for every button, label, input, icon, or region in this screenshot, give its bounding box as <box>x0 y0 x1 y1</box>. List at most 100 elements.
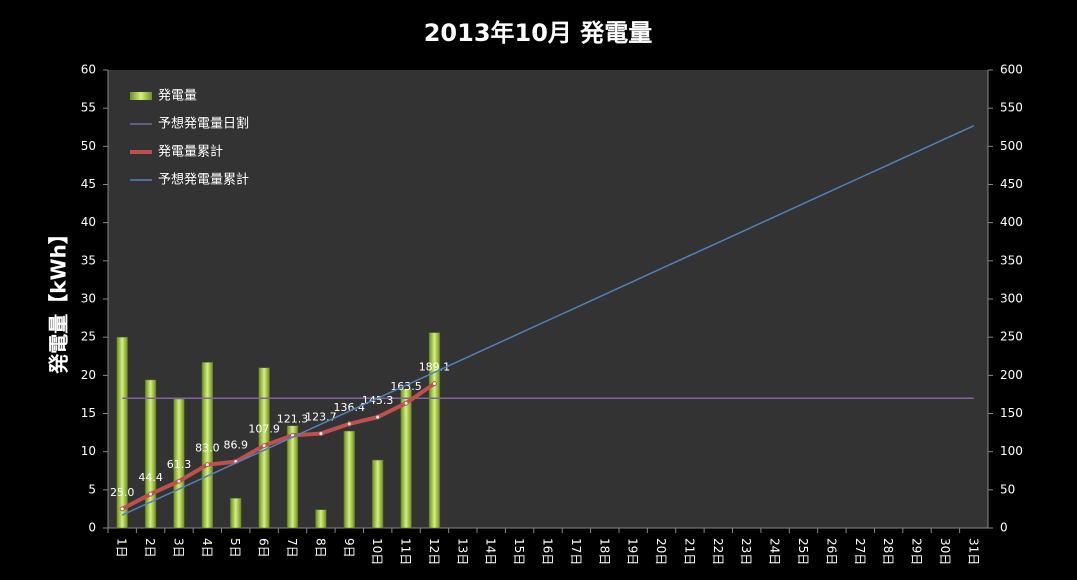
y2-tick-label: 600 <box>1000 63 1023 77</box>
x-tick-label: 6日 <box>257 538 271 558</box>
x-tick-label: 4日 <box>200 538 214 558</box>
y2-tick-label: 450 <box>1000 177 1023 191</box>
y-tick-label: 35 <box>81 253 96 267</box>
data-label: 163.5 <box>390 380 422 393</box>
y-tick-label: 45 <box>81 177 96 191</box>
point-marker <box>431 381 437 387</box>
point-marker <box>119 506 125 512</box>
point-marker <box>375 414 381 420</box>
x-tick-label: 16日 <box>541 538 555 565</box>
x-tick-label: 17日 <box>569 538 583 565</box>
point-marker <box>148 491 154 497</box>
x-tick-label: 20日 <box>654 538 668 565</box>
data-label: 123.7 <box>305 411 337 424</box>
chart-title: 2013年10月 発電量 <box>424 19 653 47</box>
x-tick-label: 11日 <box>399 538 413 565</box>
x-tick-label: 1日 <box>115 538 129 558</box>
x-tick-label: 24日 <box>768 538 782 565</box>
point-marker <box>318 431 324 437</box>
bar <box>315 509 327 529</box>
data-label: 145.3 <box>362 394 394 407</box>
y-tick-label: 0 <box>88 521 96 535</box>
data-label: 86.9 <box>223 439 248 452</box>
bar <box>286 425 299 529</box>
y-tick-label: 60 <box>81 63 96 77</box>
point-marker <box>346 421 352 427</box>
y2-tick-label: 400 <box>1000 215 1023 229</box>
bar <box>144 379 157 529</box>
y2-tick-label: 300 <box>1000 292 1023 306</box>
x-tick-label: 27日 <box>853 538 867 565</box>
y2-tick-label: 0 <box>1000 521 1008 535</box>
data-label: 107.9 <box>248 423 280 436</box>
legend-label: 予想発電量日割 <box>158 116 249 132</box>
y-tick-label: 50 <box>81 139 96 153</box>
y2-tick-label: 250 <box>1000 330 1023 344</box>
data-label: 189.1 <box>419 361 451 374</box>
x-tick-label: 23日 <box>739 538 753 565</box>
legend-label: 予想発電量累計 <box>158 172 249 188</box>
y2-tick-label: 100 <box>1000 444 1023 458</box>
x-tick-label: 22日 <box>711 538 725 565</box>
x-tick-label: 9日 <box>342 538 356 558</box>
legend-swatch <box>130 92 152 100</box>
x-tick-label: 8日 <box>313 538 327 558</box>
point-marker <box>261 443 267 449</box>
x-tick-label: 5日 <box>228 538 242 558</box>
y-tick-label: 30 <box>81 292 96 306</box>
bar <box>116 336 128 529</box>
data-label: 83.0 <box>195 442 220 455</box>
x-tick-label: 15日 <box>512 538 526 565</box>
bar <box>201 362 213 529</box>
bar <box>428 332 441 529</box>
y2-tick-label: 500 <box>1000 139 1023 153</box>
y-axis-label: 発電量【kWh】 <box>47 224 71 375</box>
data-label: 121.3 <box>277 412 309 425</box>
x-tick-label: 19日 <box>626 538 640 565</box>
data-label: 136.4 <box>334 401 366 414</box>
bar <box>372 459 384 529</box>
legend-label: 発電量累計 <box>158 144 223 160</box>
data-label: 25.0 <box>110 486 135 499</box>
series-line <box>121 125 975 516</box>
x-tick-label: 25日 <box>796 538 810 565</box>
point-marker <box>204 462 210 468</box>
x-tick-label: 29日 <box>910 538 924 565</box>
x-tick-label: 21日 <box>682 538 696 565</box>
x-tick-label: 28日 <box>881 538 895 565</box>
y2-tick-label: 50 <box>1000 482 1015 496</box>
series-line <box>121 382 436 511</box>
y-tick-label: 15 <box>81 406 96 420</box>
data-label: 61.3 <box>167 458 192 471</box>
x-tick-label: 31日 <box>966 538 980 565</box>
y2-tick-label: 150 <box>1000 406 1023 420</box>
y2-tick-label: 350 <box>1000 253 1023 267</box>
point-marker <box>176 478 182 484</box>
x-tick-label: 12日 <box>427 538 441 565</box>
x-tick-label: 30日 <box>938 538 952 565</box>
point-marker <box>403 400 409 406</box>
y2-tick-label: 550 <box>1000 101 1023 115</box>
y-tick-label: 5 <box>88 482 96 496</box>
y2-tick-label: 200 <box>1000 368 1023 382</box>
y-tick-label: 20 <box>81 368 96 382</box>
y-tick-label: 55 <box>81 101 96 115</box>
x-tick-label: 3日 <box>171 538 185 558</box>
bar <box>230 497 242 529</box>
y-tick-label: 10 <box>81 444 96 458</box>
x-tick-label: 2日 <box>143 538 157 558</box>
bar <box>343 430 355 529</box>
bar <box>173 398 185 529</box>
x-tick-label: 14日 <box>484 538 498 565</box>
x-tick-label: 7日 <box>285 538 299 558</box>
data-label: 44.4 <box>138 471 163 484</box>
x-tick-label: 10日 <box>370 538 384 565</box>
y-tick-label: 25 <box>81 330 96 344</box>
x-tick-label: 26日 <box>824 538 838 565</box>
legend-label: 発電量 <box>158 89 197 104</box>
bar <box>400 388 412 529</box>
x-tick-label: 13日 <box>455 538 469 565</box>
x-tick-label: 18日 <box>597 538 611 565</box>
y-tick-label: 40 <box>81 215 96 229</box>
